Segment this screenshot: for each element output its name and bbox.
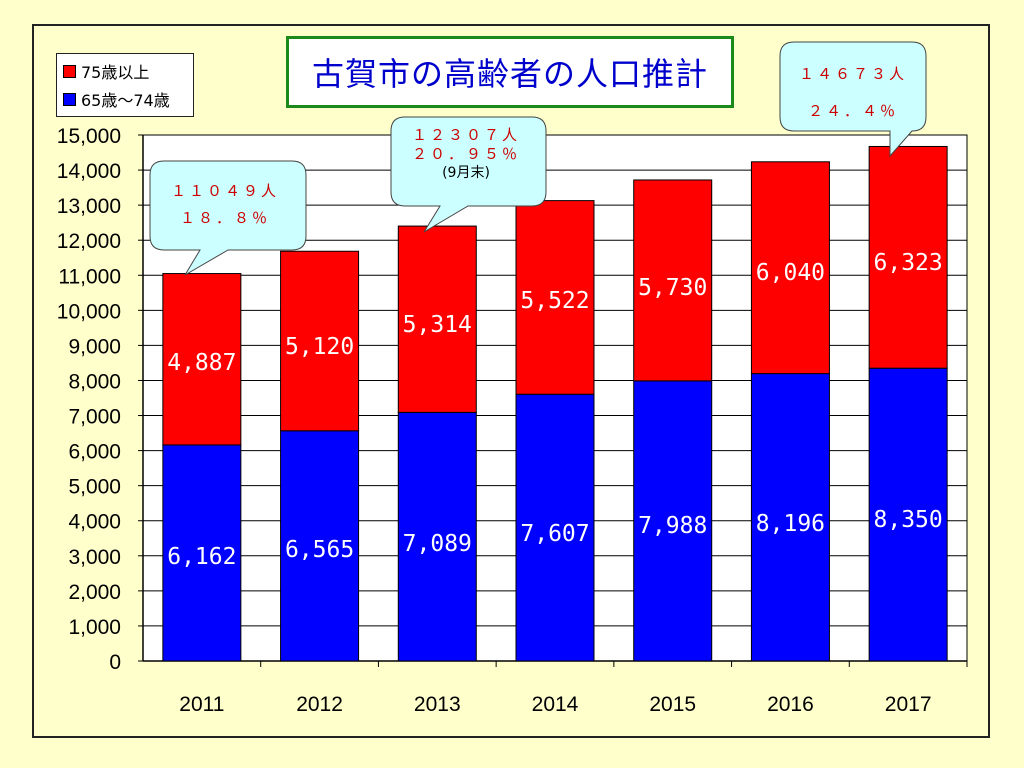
callout-bubble-2017 <box>779 41 927 158</box>
data-label-age-65-74: 7,607 <box>520 521 589 547</box>
y-tick-label: 10,000 <box>57 300 121 323</box>
callout-2017-rate: ２４．４％ <box>807 102 898 120</box>
y-tick-label: 9,000 <box>68 335 121 358</box>
x-tick-label: 2012 <box>296 693 343 716</box>
data-label-age-75-plus: 5,522 <box>520 288 589 314</box>
bar-age-75-plus <box>280 250 360 432</box>
callout-2011-text: １１０４９人 １８．８％ <box>150 184 300 226</box>
y-tick-label: 4,000 <box>68 511 121 534</box>
y-tick-label: 7,000 <box>68 406 121 429</box>
x-tick-label: 2016 <box>767 693 814 716</box>
bar-age-65-74 <box>397 411 477 662</box>
bar-age-65-74 <box>633 380 713 662</box>
chart-title: 古賀市の高齢者の人口推計 <box>311 55 708 93</box>
y-tick-label: 6,000 <box>68 441 121 464</box>
x-tick-label: 2011 <box>179 693 224 716</box>
data-label-age-75-plus: 6,323 <box>874 250 943 276</box>
bar-age-75-plus <box>633 179 713 382</box>
y-tick-label: 14,000 <box>57 160 121 183</box>
data-label-age-75-plus: 5,730 <box>638 275 707 301</box>
bar-age-75-plus <box>162 273 242 446</box>
bar-age-75-plus <box>750 161 830 375</box>
legend-item-75plus: 75歳以上 <box>63 57 187 85</box>
data-label-age-65-74: 6,565 <box>285 537 354 563</box>
y-tick-label: 8,000 <box>68 370 121 393</box>
bar-age-65-74 <box>868 367 948 662</box>
y-tick-label: 13,000 <box>57 195 121 218</box>
callout-2011-count: １１０４９人 <box>170 182 279 200</box>
data-label-age-65-74: 7,089 <box>403 531 472 557</box>
bar-age-65-74 <box>280 430 360 662</box>
data-label-age-75-plus: 4,887 <box>167 350 236 376</box>
callout-2013-note: (9月末) <box>442 165 490 181</box>
bar-age-75-plus <box>515 200 595 395</box>
bar-age-65-74 <box>162 444 242 662</box>
bar-age-75-plus <box>868 145 948 369</box>
callout-2017-text: １４６７３人 ２４．４％ <box>780 67 926 119</box>
y-tick-label: 2,000 <box>68 581 121 604</box>
x-tick-label: 2014 <box>532 693 579 716</box>
legend-item-65-74: 65歳～74歳 <box>63 85 187 113</box>
bar-age-65-74 <box>515 393 595 662</box>
x-tick-label: 2013 <box>414 693 461 716</box>
data-label-age-65-74: 6,162 <box>167 544 236 570</box>
legend: 75歳以上 65歳～74歳 <box>56 53 194 117</box>
y-tick-label: 1,000 <box>68 616 121 639</box>
callout-bubble-2011 <box>149 160 307 276</box>
chart-title-box: 古賀市の高齢者の人口推計 <box>286 36 734 108</box>
y-tick-label: 0 <box>109 651 121 674</box>
bar-age-75-plus <box>397 225 477 413</box>
data-label-age-65-74: 8,350 <box>874 507 943 533</box>
bar-age-65-74 <box>750 373 830 662</box>
callout-2013-rate: ２０．９５％ <box>411 145 520 163</box>
y-tick-label: 3,000 <box>68 546 121 569</box>
data-label-age-65-74: 7,988 <box>638 513 707 539</box>
y-tick-label: 5,000 <box>68 476 121 499</box>
y-tick-label: 15,000 <box>57 125 121 148</box>
x-tick-label: 2015 <box>649 693 696 716</box>
callout-2013-text: １２３０７人 ２０．９５％ (9月末) <box>390 126 542 181</box>
data-label-age-75-plus: 5,314 <box>403 312 472 338</box>
data-label-age-75-plus: 5,120 <box>285 334 354 360</box>
callout-2017-count: １４６７３人 <box>798 65 907 83</box>
y-tick-label: 11,000 <box>58 265 121 288</box>
data-label-age-75-plus: 6,040 <box>756 260 825 286</box>
legend-label-75plus: 75歳以上 <box>81 63 150 82</box>
legend-swatch-65-74 <box>63 92 76 106</box>
legend-label-65-74: 65歳～74歳 <box>81 91 170 110</box>
callout-2011-rate: １８．８％ <box>179 209 270 227</box>
y-tick-label: 12,000 <box>57 230 121 253</box>
x-tick-label: 2017 <box>885 693 932 716</box>
legend-swatch-75plus <box>63 64 76 78</box>
data-label-age-65-74: 8,196 <box>756 511 825 537</box>
callout-2013-count: １２３０７人 <box>411 126 520 144</box>
callout-bubble-2013 <box>390 116 547 233</box>
